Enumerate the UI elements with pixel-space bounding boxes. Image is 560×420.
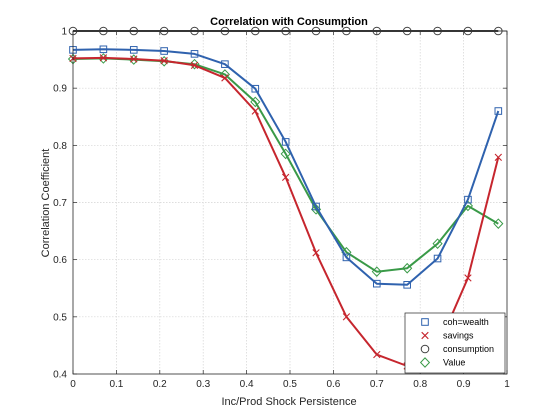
- data-point-coh-wealth: [373, 279, 381, 288]
- data-point-coh-wealth: [99, 45, 108, 54]
- legend-marker-coh-wealth: [421, 318, 429, 326]
- data-point-coh-wealth: [494, 107, 503, 115]
- legend-marker-consumption: [420, 344, 430, 354]
- x-tick-label: 0.4: [240, 379, 254, 390]
- y-tick-label: 0.9: [53, 84, 67, 95]
- data-point-coh-wealth: [251, 84, 260, 93]
- legend: coh=wealth savings consumption Value: [404, 312, 506, 374]
- x-axis-ticks: 0 0.1 0.2 0.3 0.4 0.5 0.6 0.7 0.8 0.9 1: [70, 31, 510, 390]
- legend-marker-value: [419, 357, 431, 368]
- data-point-savings: [312, 249, 320, 257]
- y-tick-label: 0.7: [53, 198, 67, 209]
- series-line-coh-wealth: [72, 48, 500, 286]
- legend-label-savings: savings: [443, 331, 474, 341]
- x-tick-label: 0.8: [413, 379, 427, 390]
- data-point-value: [432, 238, 443, 249]
- x-tick-label: 0.9: [457, 379, 471, 390]
- grid: [73, 31, 507, 374]
- y-tick-label: 0.4: [53, 370, 67, 381]
- data-point-savings: [130, 55, 138, 63]
- data-point-savings: [281, 173, 290, 182]
- x-tick-label: 1: [504, 379, 510, 390]
- x-tick-label: 0.7: [370, 379, 384, 390]
- data-point-savings: [221, 74, 229, 82]
- x-tick-label: 0: [70, 379, 76, 390]
- data-point-savings: [373, 350, 381, 359]
- data-point-coh-wealth: [160, 47, 168, 55]
- y-tick-label: 1: [61, 27, 67, 38]
- x-axis-label: Inc/Prod Shock Persistence: [221, 396, 356, 408]
- data-point-coh-wealth: [342, 253, 351, 262]
- data-point-savings: [99, 54, 108, 62]
- data-point-coh-wealth: [403, 281, 411, 289]
- data-point-savings: [464, 274, 472, 282]
- legend-label-value: Value: [443, 358, 465, 368]
- data-point-coh-wealth: [221, 60, 229, 68]
- data-point-savings: [494, 153, 503, 162]
- chart-title: Correlation with Consumption: [210, 16, 368, 28]
- data-point-savings: [190, 61, 199, 69]
- x-tick-label: 0.3: [196, 379, 210, 390]
- data-point-savings: [160, 57, 168, 65]
- data-point-value: [402, 262, 413, 274]
- data-point-coh-wealth: [433, 254, 442, 263]
- x-tick-label: 0.5: [283, 379, 297, 390]
- y-tick-label: 0.5: [53, 312, 67, 323]
- data-point-coh-wealth: [312, 202, 320, 211]
- y-tick-label: 0.8: [53, 141, 67, 152]
- legend-marker-savings: [421, 331, 429, 340]
- x-tick-label: 0.2: [153, 379, 167, 390]
- data-point-value: [493, 218, 504, 229]
- data-point-savings: [342, 313, 351, 321]
- data-point-coh-wealth: [464, 195, 472, 204]
- x-tick-label: 0.6: [326, 379, 340, 390]
- y-axis-ticks: 0.4 0.5 0.6 0.7 0.8 0.9 1: [53, 27, 507, 381]
- y-tick-label: 0.6: [53, 255, 67, 266]
- data-point-value: [371, 266, 382, 277]
- data-point-savings: [251, 107, 259, 115]
- data-point-value: [98, 53, 109, 64]
- data-point-coh-wealth: [190, 50, 199, 58]
- data-point-coh-wealth: [281, 138, 290, 146]
- legend-label-coh-wealth: coh=wealth: [443, 317, 489, 327]
- data-point-value: [280, 148, 291, 160]
- legend-label-consumption: consumption: [443, 344, 494, 354]
- x-tick-label: 0.1: [109, 379, 123, 390]
- axes-box: [72, 30, 508, 375]
- data-point-value: [250, 96, 261, 108]
- series-coh-wealth: [69, 45, 503, 289]
- data-point-coh-wealth: [129, 46, 138, 54]
- y-axis-label: Correlation Coefficient: [40, 149, 52, 258]
